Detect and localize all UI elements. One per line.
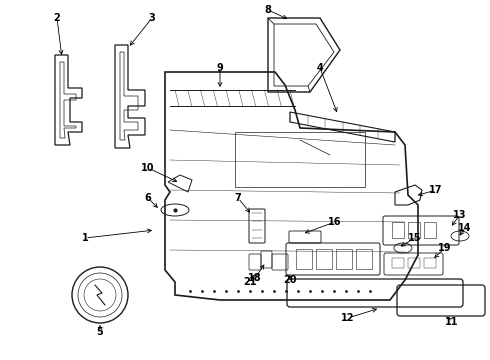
Text: 19: 19	[438, 243, 452, 253]
Text: 10: 10	[141, 163, 155, 173]
Text: 14: 14	[458, 223, 472, 233]
Text: 20: 20	[283, 275, 297, 285]
Bar	[408, 222, 420, 238]
Bar	[296, 249, 312, 269]
Text: 5: 5	[97, 327, 103, 337]
Text: 8: 8	[265, 5, 271, 15]
Bar	[408, 258, 420, 268]
Text: 12: 12	[341, 313, 355, 323]
Text: 3: 3	[148, 13, 155, 23]
Text: 4: 4	[317, 63, 323, 73]
Bar	[235, 132, 365, 187]
Text: 16: 16	[328, 217, 342, 227]
Bar	[392, 258, 404, 268]
Bar	[316, 249, 332, 269]
Text: 15: 15	[408, 233, 422, 243]
Text: 13: 13	[453, 210, 467, 220]
Bar	[356, 249, 372, 269]
Bar	[424, 222, 436, 238]
Text: 6: 6	[145, 193, 151, 203]
Text: 11: 11	[445, 317, 459, 327]
Text: 21: 21	[243, 277, 257, 287]
Bar	[424, 258, 436, 268]
Bar	[392, 222, 404, 238]
Text: 9: 9	[217, 63, 223, 73]
Text: 7: 7	[235, 193, 242, 203]
Text: 1: 1	[82, 233, 88, 243]
Text: 2: 2	[53, 13, 60, 23]
Text: 18: 18	[248, 273, 262, 283]
Bar	[336, 249, 352, 269]
Text: 17: 17	[429, 185, 443, 195]
